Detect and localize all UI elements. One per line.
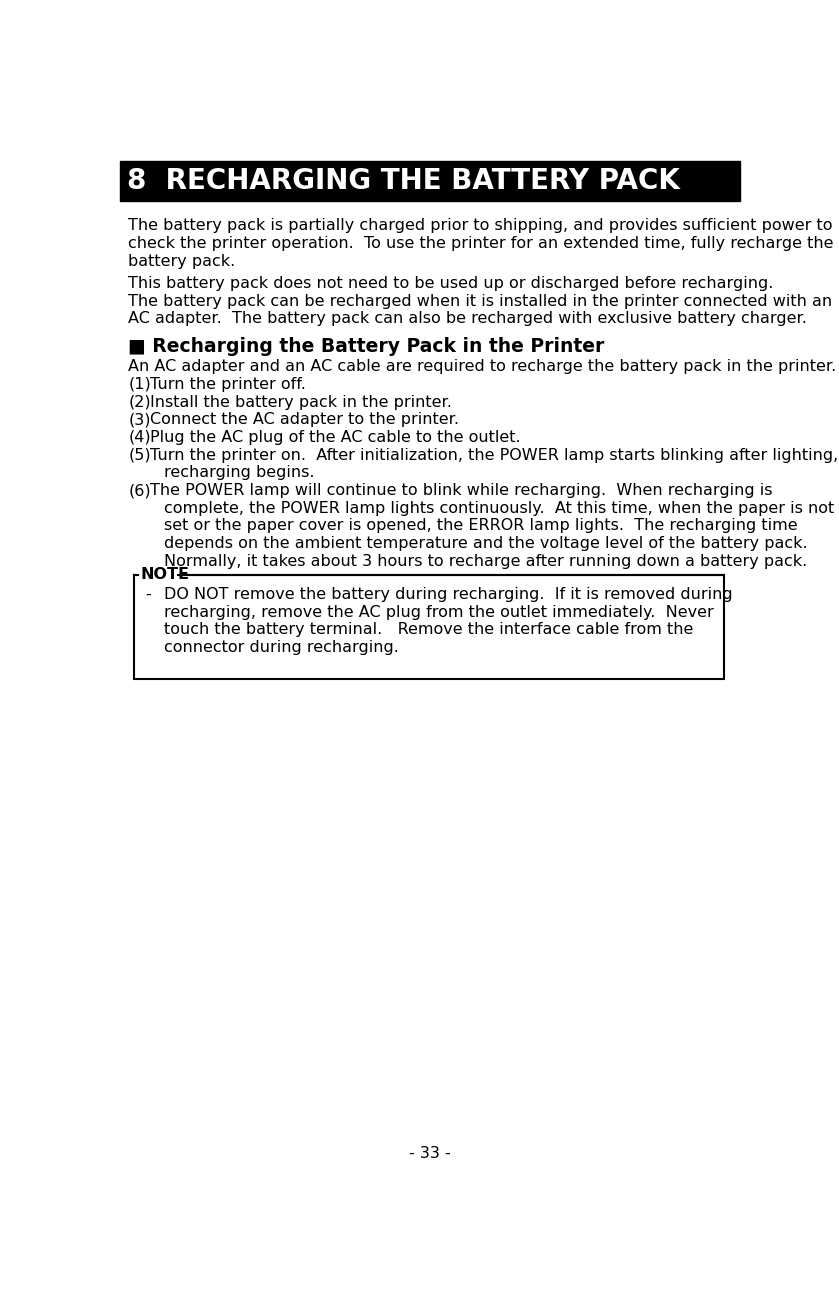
Text: Turn the printer on.  After initialization, the POWER lamp starts blinking after: Turn the printer on. After initializatio… <box>150 447 838 463</box>
Text: The battery pack can be recharged when it is installed in the printer connected : The battery pack can be recharged when i… <box>128 294 832 308</box>
Text: set or the paper cover is opened, the ERROR lamp lights.  The recharging time: set or the paper cover is opened, the ER… <box>164 518 797 534</box>
Text: Install the battery pack in the printer.: Install the battery pack in the printer. <box>150 395 451 409</box>
Text: complete, the POWER lamp lights continuously.  At this time, when the paper is n: complete, the POWER lamp lights continuo… <box>164 501 834 516</box>
Text: - 33 -: - 33 - <box>409 1147 451 1161</box>
Text: The battery pack is partially charged prior to shipping, and provides sufficient: The battery pack is partially charged pr… <box>128 218 832 234</box>
Text: recharging begins.: recharging begins. <box>164 466 315 480</box>
Text: check the printer operation.  To use the printer for an extended time, fully rec: check the printer operation. To use the … <box>128 236 834 251</box>
Text: (2): (2) <box>128 395 151 409</box>
FancyBboxPatch shape <box>134 575 724 680</box>
Text: The POWER lamp will continue to blink while recharging.  When recharging is: The POWER lamp will continue to blink wh… <box>150 483 773 499</box>
Text: DO NOT remove the battery during recharging.  If it is removed during: DO NOT remove the battery during recharg… <box>164 586 732 602</box>
Text: This battery pack does not need to be used up or discharged before recharging.: This battery pack does not need to be us… <box>128 276 774 291</box>
Text: NOTE: NOTE <box>140 567 190 583</box>
Text: (6): (6) <box>128 483 151 499</box>
Text: Connect the AC adapter to the printer.: Connect the AC adapter to the printer. <box>150 412 459 428</box>
Text: battery pack.: battery pack. <box>128 253 236 269</box>
Text: (5): (5) <box>128 447 151 463</box>
Text: Turn the printer off.: Turn the printer off. <box>150 377 305 392</box>
Text: touch the battery terminal.   Remove the interface cable from the: touch the battery terminal. Remove the i… <box>164 622 693 638</box>
Text: connector during recharging.: connector during recharging. <box>164 640 399 655</box>
Text: Plug the AC plug of the AC cable to the outlet.: Plug the AC plug of the AC cable to the … <box>150 430 520 445</box>
Text: (4): (4) <box>128 430 151 445</box>
Text: -: - <box>145 586 151 602</box>
FancyBboxPatch shape <box>120 161 740 201</box>
Text: recharging, remove the AC plug from the outlet immediately.  Never: recharging, remove the AC plug from the … <box>164 605 713 619</box>
Text: (1): (1) <box>128 377 151 392</box>
Text: 8  RECHARGING THE BATTERY PACK: 8 RECHARGING THE BATTERY PACK <box>127 168 680 195</box>
Text: (3): (3) <box>128 412 151 428</box>
Text: An AC adapter and an AC cable are required to recharge the battery pack in the p: An AC adapter and an AC cable are requir… <box>128 359 836 374</box>
Text: AC adapter.  The battery pack can also be recharged with exclusive battery charg: AC adapter. The battery pack can also be… <box>128 311 807 327</box>
FancyBboxPatch shape <box>138 568 182 581</box>
Text: ■ Recharging the Battery Pack in the Printer: ■ Recharging the Battery Pack in the Pri… <box>128 337 605 356</box>
Text: depends on the ambient temperature and the voltage level of the battery pack.: depends on the ambient temperature and t… <box>164 537 807 551</box>
Text: Normally, it takes about 3 hours to recharge after running down a battery pack.: Normally, it takes about 3 hours to rech… <box>164 554 807 569</box>
